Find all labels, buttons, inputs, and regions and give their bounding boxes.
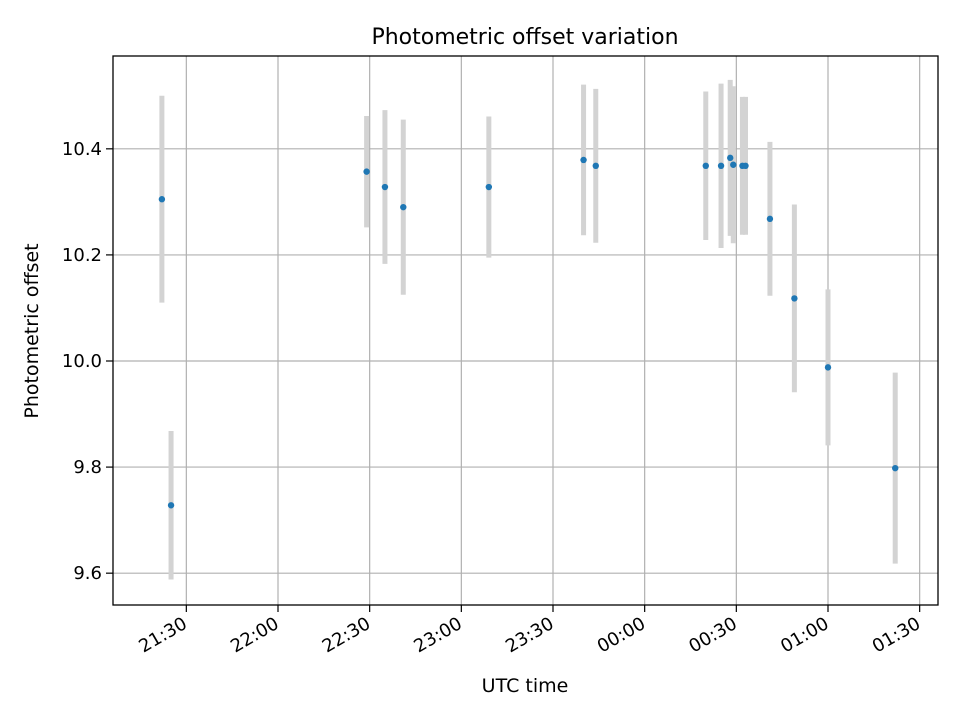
data-point	[766, 215, 774, 223]
grid	[113, 56, 938, 605]
plot-frame	[112, 55, 939, 606]
data-point	[592, 162, 599, 169]
x-axis-ticks: 21:30 22:00 22:30 23:00 23:30 00:00 00:30 01:00…	[135, 605, 924, 657]
data-points	[158, 154, 899, 509]
y-axis-ticks: 9.6 9.8 10.0 10.2 10.4	[62, 139, 113, 584]
y-tick-label: 9.6	[73, 563, 102, 584]
data-point	[892, 464, 899, 472]
data-point	[158, 196, 166, 203]
y-tick-label: 10.2	[62, 245, 102, 266]
x-tick-label: 21:30	[135, 613, 190, 657]
data-point	[791, 295, 798, 302]
y-tick-label: 9.8	[73, 457, 102, 478]
x-tick-label: 23:00	[410, 613, 465, 657]
y-tick-label: 10.0	[62, 351, 102, 372]
data-point	[485, 183, 493, 191]
x-tick-label: 01:30	[869, 613, 924, 657]
x-tick-label: 00:30	[685, 613, 740, 657]
data-point	[167, 502, 175, 509]
data-point	[702, 162, 709, 169]
x-tick-label: 01:00	[777, 613, 832, 657]
data-point	[824, 364, 832, 371]
data-point	[363, 168, 370, 175]
y-tick-label: 10.4	[62, 139, 102, 160]
data-point	[580, 156, 587, 164]
y-axis-label: Photometric offset	[21, 243, 43, 418]
data-point	[381, 183, 389, 191]
x-tick-label: 22:00	[227, 613, 282, 657]
data-point	[730, 161, 737, 168]
x-axis-label: UTC time	[482, 675, 569, 697]
chart-title: Photometric offset variation	[371, 25, 678, 50]
error-bars	[159, 79, 898, 580]
data-point	[742, 162, 749, 169]
data-point	[717, 162, 725, 169]
x-tick-label: 00:00	[594, 613, 649, 657]
x-tick-label: 23:30	[502, 613, 557, 657]
data-point	[727, 154, 734, 162]
data-point	[400, 203, 407, 211]
x-tick-label: 22:30	[319, 613, 374, 657]
